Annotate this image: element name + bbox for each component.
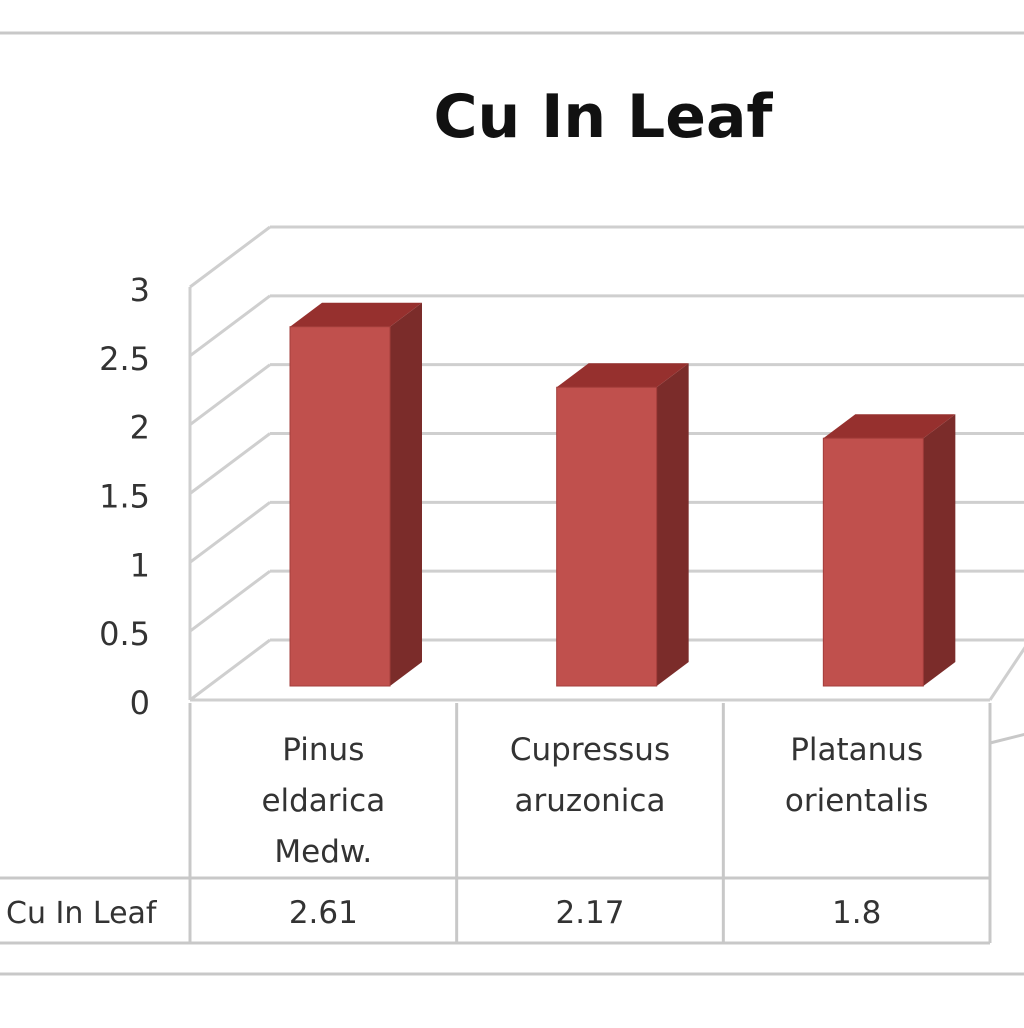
x-tick-label: Cupressus bbox=[510, 732, 670, 768]
bar bbox=[822, 437, 924, 687]
bar bbox=[289, 326, 391, 687]
data-label: 1.8 bbox=[832, 895, 881, 931]
data-label: 2.61 bbox=[289, 895, 358, 931]
gridline-side bbox=[189, 294, 271, 358]
y-tick-label: 0 bbox=[130, 684, 150, 722]
floor-right-edge bbox=[988, 646, 1024, 701]
y-tick-label: 1 bbox=[130, 546, 150, 584]
bar-top bbox=[556, 363, 689, 388]
y-tick-label: 1.5 bbox=[99, 478, 150, 516]
gridline-side bbox=[189, 638, 271, 702]
legend-series-name: Cu In Leaf bbox=[6, 896, 158, 931]
gridline-side bbox=[189, 363, 271, 426]
plot-area: 0 0.5 1 1.5 2 2.5 3 bbox=[99, 225, 1024, 722]
bar-side bbox=[923, 414, 956, 686]
gridline-side bbox=[189, 501, 271, 564]
x-tick-label: Pinus bbox=[282, 732, 364, 768]
x-tick-label: Medw. bbox=[274, 834, 372, 870]
bar-top bbox=[823, 414, 956, 439]
bar-side bbox=[656, 363, 689, 686]
gridline-side bbox=[189, 569, 271, 633]
bar-side bbox=[390, 302, 422, 686]
y-tick-label: 3 bbox=[130, 271, 150, 309]
chart-title: Cu In Leaf bbox=[433, 82, 773, 152]
x-tick-label: orientalis bbox=[785, 783, 929, 819]
bar-top bbox=[290, 302, 422, 327]
data-table: Pinus eldarica Medw. 2.61 Cupressus aruzonica… bbox=[0, 703, 1024, 945]
x-tick-label: aruzonica bbox=[515, 783, 666, 819]
y-tick-label: 2.5 bbox=[99, 340, 150, 378]
table-rule bbox=[989, 732, 1024, 745]
gridline-side bbox=[189, 432, 271, 495]
gridline-side bbox=[189, 225, 271, 289]
data-label: 2.17 bbox=[555, 895, 624, 931]
y-tick-label: 2 bbox=[130, 409, 150, 447]
x-tick-label: Platanus bbox=[790, 732, 923, 768]
y-tick-label: 0.5 bbox=[99, 615, 150, 653]
x-tick-label: eldarica bbox=[261, 783, 385, 819]
bar bbox=[556, 386, 658, 687]
